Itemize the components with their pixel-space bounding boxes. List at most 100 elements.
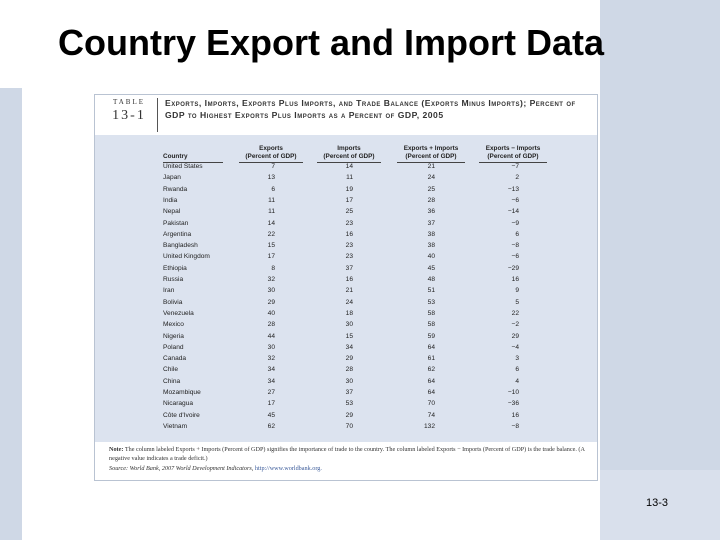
cell-trade-balance: 5 (515, 298, 519, 306)
cell-trade-balance: −29 (507, 264, 519, 272)
cell-exports-plus-imports: 48 (427, 276, 435, 283)
cell-country: Nigeria (163, 332, 184, 340)
table-body: Country Exports (Percent of GDP) Imports(… (95, 135, 597, 442)
table-row: Argentina 22 16 38 6 (95, 231, 597, 242)
cell-trade-balance: 6 (515, 230, 519, 238)
slide-title: Country Export and Import Data (58, 22, 605, 63)
cell-country: India (163, 196, 178, 204)
header-line-2: (Percent of GDP) (239, 153, 303, 163)
cell-trade-balance: −8 (511, 422, 519, 430)
cell-imports: 15 (345, 332, 353, 340)
cell-exports: 14 (267, 219, 275, 227)
left-decor-bar (0, 88, 22, 540)
cell-exports: 34 (267, 377, 275, 385)
cell-imports: 21 (345, 287, 353, 295)
cell-exports-plus-imports: 58 (427, 321, 435, 329)
cell-country: Nicaragua (163, 400, 194, 408)
header-line-1: Exports − Imports (485, 145, 541, 152)
cell-exports-plus-imports: 64 (427, 389, 435, 396)
header-imports: Imports (Percent of GDP) (317, 145, 381, 163)
cell-trade-balance: −7 (511, 163, 519, 170)
cell-exports-plus-imports: 25 (427, 185, 435, 193)
cell-exports: 44 (267, 332, 275, 340)
cell-exports: 27 (267, 389, 275, 396)
cell-country: Mexico (163, 321, 184, 329)
header-exports: Exports (Percent of GDP) (239, 145, 303, 163)
cell-exports: 30 (267, 343, 275, 351)
header-country: Country (163, 153, 223, 163)
cell-exports: 30 (267, 287, 275, 295)
cell-exports-plus-imports: 70 (427, 400, 435, 408)
table-row: Japan 13 11 24 2 (95, 174, 597, 185)
cell-imports: 53 (345, 400, 353, 408)
cell-exports-plus-imports: 45 (427, 264, 435, 272)
header-line-2: (Percent of GDP) (479, 153, 547, 163)
cell-exports-plus-imports: 58 (427, 309, 435, 317)
cell-exports: 8 (271, 264, 275, 272)
cell-exports: 11 (268, 208, 275, 216)
cell-imports: 16 (345, 230, 353, 238)
cell-trade-balance: −4 (511, 343, 519, 351)
cell-country: United States (163, 163, 203, 170)
header-exports-plus-imports: Exports + Imports (Percent of GDP) (397, 145, 465, 163)
cell-trade-balance: −8 (511, 242, 519, 250)
cell-country: Mozambique (163, 389, 201, 396)
cell-trade-balance: 3 (515, 355, 519, 363)
header-trade-balance: Exports − Imports (Percent of GDP) (479, 145, 547, 163)
cell-imports: 16 (345, 276, 353, 283)
table-panel: TABLE 13-1 Exports, Imports, Exports Plu… (94, 94, 598, 481)
table-note: Note: The column labeled Exports + Impor… (109, 446, 589, 463)
note-text: The column labeled Exports + Imports (Pe… (109, 446, 585, 462)
cell-exports-plus-imports: 74 (427, 411, 435, 419)
cell-exports: 62 (267, 422, 275, 430)
cell-imports: 28 (345, 366, 353, 374)
cell-exports: 15 (267, 242, 275, 250)
cell-trade-balance: −36 (507, 400, 519, 408)
table-row: Bolivia 29 24 53 5 (95, 299, 597, 310)
cell-imports: 30 (345, 321, 353, 329)
right-decor-lower (600, 470, 720, 540)
table-row: Vietnam 62 70 132 −8 (95, 423, 597, 434)
table-tag-number: 13-1 (112, 108, 146, 123)
table-row: India 11 17 28 −6 (95, 197, 597, 208)
cell-imports: 29 (345, 355, 353, 363)
cell-imports: 25 (345, 208, 353, 216)
cell-exports: 34 (267, 366, 275, 374)
table-row: United Kingdom 17 23 40 −6 (95, 253, 597, 264)
table-tag: TABLE 13-1 (105, 98, 153, 124)
cell-trade-balance: −14 (507, 208, 519, 216)
note-label: Note: (109, 446, 124, 453)
cell-trade-balance: 6 (515, 366, 519, 374)
cell-trade-balance: 4 (515, 377, 519, 385)
table-row: Bangladesh 15 23 38 −8 (95, 242, 597, 253)
cell-exports-plus-imports: 59 (427, 332, 435, 340)
cell-exports: 17 (267, 400, 275, 408)
cell-trade-balance: 9 (515, 287, 519, 295)
cell-country: Venezuela (163, 309, 194, 317)
cell-country: Canada (163, 355, 187, 363)
cell-imports: 19 (345, 185, 353, 193)
cell-country: Japan (163, 174, 181, 182)
table-row: Nigeria 44 15 59 29 (95, 333, 597, 344)
source-link[interactable]: http://www.worldbank.org. (254, 465, 322, 472)
cell-exports: 45 (267, 411, 275, 419)
cell-imports: 34 (345, 343, 353, 351)
cell-exports-plus-imports: 64 (427, 343, 435, 351)
table-row: Mozambique 27 37 64 −10 (95, 389, 597, 400)
cell-country: China (163, 377, 181, 385)
cell-trade-balance: 2 (515, 174, 519, 182)
table-footer: Note: The column labeled Exports + Impor… (95, 442, 597, 480)
cell-country: Vietnam (163, 422, 188, 430)
table-row: United States 7 14 21 −7 (95, 163, 597, 174)
cell-trade-balance: −6 (511, 253, 519, 261)
cell-exports: 13 (267, 174, 275, 182)
cell-exports-plus-imports: 40 (427, 253, 435, 261)
cell-imports: 18 (345, 309, 353, 317)
table-row: Côte d'Ivoire 45 29 74 16 (95, 412, 597, 423)
table-caption: Exports, Imports, Exports Plus Imports, … (165, 98, 576, 120)
cell-trade-balance: 29 (511, 332, 519, 340)
cell-exports-plus-imports: 37 (427, 219, 435, 227)
table-row: China 34 30 64 4 (95, 378, 597, 389)
tag-divider (157, 98, 158, 132)
cell-trade-balance: 22 (511, 309, 519, 317)
